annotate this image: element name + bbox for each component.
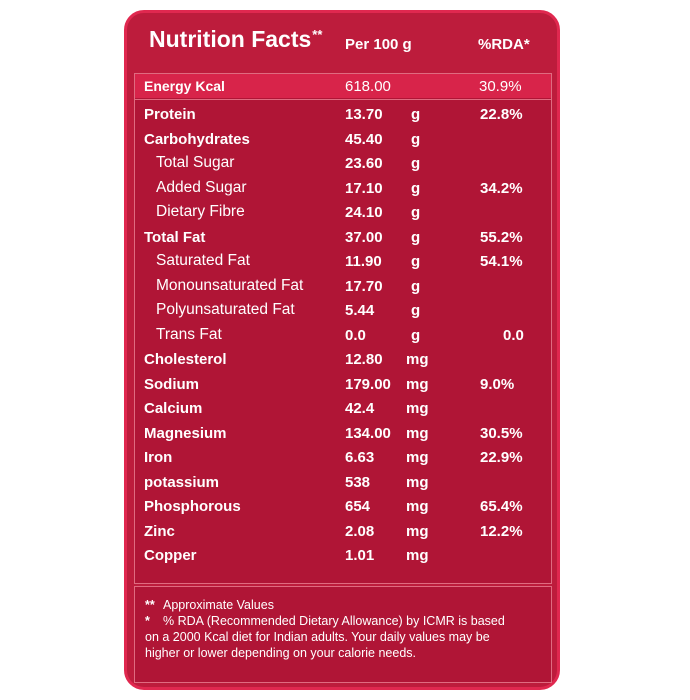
nutrient-value-phosphorous: 654 xyxy=(345,498,371,515)
nutrient-unit-total-sugar: g xyxy=(411,155,421,172)
nutrients-table: Energy Kcal 618.00 30.9% Protein 13.70 g 22… xyxy=(134,73,552,584)
nutrient-label-carbohydrates: Carbohydrates xyxy=(144,130,250,148)
title-text: Nutrition Facts xyxy=(149,26,312,52)
nutrient-value-saturated-fat: 11.90 xyxy=(345,253,382,270)
footnote-mark-2: * xyxy=(145,614,150,628)
energy-row: Energy Kcal 618.00 30.9% xyxy=(135,74,551,98)
rda-header: %RDA* xyxy=(478,36,530,53)
nutrient-label-sodium: Sodium xyxy=(144,375,199,393)
energy-label: Energy Kcal xyxy=(144,78,225,94)
nutrient-label-calcium: Calcium xyxy=(144,400,203,417)
nutrient-unit-trans-fat: g xyxy=(411,326,421,344)
nutrient-value-calcium: 42.4 xyxy=(345,400,375,417)
nutrient-value-copper: 1.01 xyxy=(345,547,375,564)
nutrient-value-potassium: 538 xyxy=(345,473,371,491)
nutrient-value-magnesium: 134.00 xyxy=(345,424,391,442)
footnote-text-2a: % RDA (Recommended Dietary Allowance) by… xyxy=(163,614,505,628)
nutrient-label-zinc: Zinc xyxy=(144,522,175,540)
nutrient-value-added-sugar: 17.10 xyxy=(345,179,383,197)
nutrient-unit-potassium: mg xyxy=(406,473,429,491)
nutrient-label-added-sugar: Added Sugar xyxy=(156,178,247,196)
nutrient-label-copper: Copper xyxy=(144,547,197,564)
nutrient-value-cholesterol: 12.80 xyxy=(345,351,383,368)
nutrient-unit-phosphorous: mg xyxy=(406,498,429,515)
footnote-approximate: ** Approximate Values xyxy=(145,599,274,612)
nutrient-unit-cholesterol: mg xyxy=(406,351,429,368)
nutrient-rda-iron: 22.9% xyxy=(480,449,523,466)
nutrient-label-iron: Iron xyxy=(144,449,173,466)
nutrient-rda-phosphorous: 65.4% xyxy=(480,498,523,515)
energy-rda: 30.9% xyxy=(479,78,522,95)
nutrient-label-dietary-fibre: Dietary Fibre xyxy=(156,203,245,220)
nutrient-rda-added-sugar: 34.2% xyxy=(480,179,523,197)
nutrient-value-iron: 6.63 xyxy=(345,449,375,466)
nutrient-rda-sodium: 9.0% xyxy=(480,375,515,393)
nutrient-unit-added-sugar: g xyxy=(411,179,421,197)
nutrient-value-monounsaturated-fat: 17.70 xyxy=(345,277,383,295)
footnote-rda: * % RDA (Recommended Dietary Allowance) b… xyxy=(145,615,505,628)
nutrient-label-phosphorous: Phosphorous xyxy=(144,498,241,515)
nutrient-label-cholesterol: Cholesterol xyxy=(144,351,227,368)
nutrient-unit-copper: mg xyxy=(406,547,429,564)
nutrient-label-saturated-fat: Saturated Fat xyxy=(156,252,250,269)
nutrient-unit-iron: mg xyxy=(406,449,429,466)
nutrient-value-total-fat: 37.00 xyxy=(345,228,383,246)
nutrient-unit-sodium: mg xyxy=(406,375,429,393)
nutrient-unit-zinc: mg xyxy=(406,522,429,540)
nutrient-rda-magnesium: 30.5% xyxy=(480,424,523,442)
nutrient-label-trans-fat: Trans Fat xyxy=(156,325,222,343)
nutrient-unit-magnesium: mg xyxy=(406,424,429,442)
energy-separator xyxy=(135,99,551,100)
nutrient-rda-saturated-fat: 54.1% xyxy=(480,253,523,270)
nutrition-title: Nutrition Facts** xyxy=(149,28,322,51)
nutrient-label-potassium: potassium xyxy=(144,473,220,491)
nutrient-unit-saturated-fat: g xyxy=(411,253,421,270)
footnote-text-1: Approximate Values xyxy=(163,598,274,612)
nutrient-unit-calcium: mg xyxy=(406,400,429,417)
nutrient-unit-protein: g xyxy=(411,106,421,123)
footnotes-box: ** Approximate Values * % RDA (Recommended… xyxy=(134,586,552,683)
nutrient-value-carbohydrates: 45.40 xyxy=(345,130,383,148)
nutrient-unit-polyunsaturated-fat: g xyxy=(411,302,421,319)
footnote-rda-line3: higher or lower depending on your calori… xyxy=(145,646,417,660)
nutrient-value-total-sugar: 23.60 xyxy=(345,155,383,172)
title-mark: ** xyxy=(312,27,323,42)
footnote-mark-1: ** xyxy=(145,598,155,612)
nutrient-rda-trans-fat: 0.0 xyxy=(503,326,524,344)
nutrient-value-trans-fat: 0.0 xyxy=(345,326,366,344)
nutrient-label-total-fat: Total Fat xyxy=(144,228,206,246)
nutrient-unit-total-fat: g xyxy=(411,228,421,246)
nutrient-rda-protein: 22.8% xyxy=(480,106,523,123)
nutrient-unit-dietary-fibre: g xyxy=(411,204,421,221)
nutrient-unit-monounsaturated-fat: g xyxy=(411,277,421,295)
energy-value: 618.00 xyxy=(345,78,391,95)
nutrient-label-protein: Protein xyxy=(144,106,196,123)
nutrient-value-dietary-fibre: 24.10 xyxy=(345,204,383,221)
nutrition-facts-panel: Nutrition Facts** Per 100 g %RDA* Energy… xyxy=(124,10,560,690)
nutrient-label-magnesium: Magnesium xyxy=(144,424,227,442)
nutrient-label-total-sugar: Total Sugar xyxy=(156,154,235,171)
nutrient-value-polyunsaturated-fat: 5.44 xyxy=(345,302,375,319)
nutrient-rda-total-fat: 55.2% xyxy=(480,228,523,246)
nutrient-value-sodium: 179.00 xyxy=(345,375,391,393)
nutrient-rda-zinc: 12.2% xyxy=(480,522,523,540)
nutrient-label-polyunsaturated-fat: Polyunsaturated Fat xyxy=(156,301,295,318)
nutrient-value-protein: 13.70 xyxy=(345,106,383,123)
per-100g-header: Per 100 g xyxy=(345,36,412,53)
nutrient-value-zinc: 2.08 xyxy=(345,522,375,540)
footnote-rda-line2: on a 2000 Kcal diet for Indian adults. Y… xyxy=(145,630,490,644)
nutrient-unit-carbohydrates: g xyxy=(411,130,421,148)
nutrient-label-monounsaturated-fat: Monounsaturated Fat xyxy=(156,276,304,294)
